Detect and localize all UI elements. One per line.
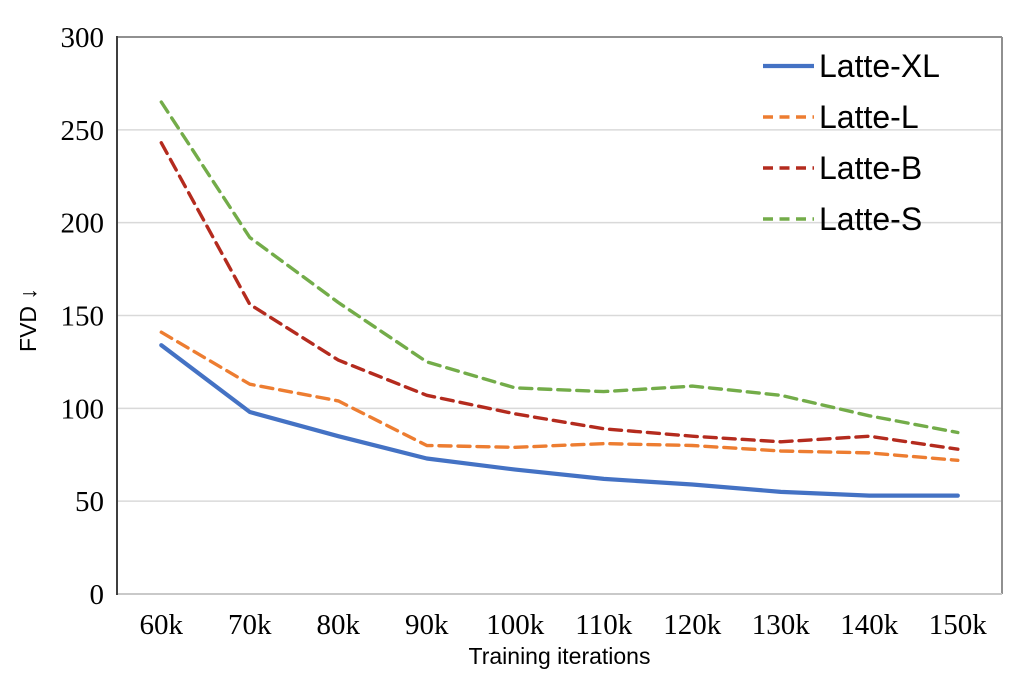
legend-label-latte-b: Latte-B (819, 150, 922, 186)
x-tick-label: 140k (840, 609, 899, 641)
y-tick-label: 50 (75, 486, 104, 518)
legend-label-latte-l: Latte-L (819, 99, 919, 135)
x-axis-title: Training iterations (469, 643, 651, 669)
x-tick-label: 110k (575, 609, 632, 641)
y-tick-label: 100 (61, 393, 105, 425)
y-tick-label: 150 (61, 301, 105, 333)
y-tick-label: 250 (61, 115, 105, 147)
x-tick-label: 90k (405, 609, 449, 641)
y-axis-title: FVD ↓ (15, 288, 41, 352)
x-tick-label: 100k (486, 609, 545, 641)
series-line-latte-s (159, 100, 960, 435)
x-tick-label: 150k (929, 609, 988, 641)
x-tick-label: 60k (140, 609, 184, 641)
x-tick-label: 130k (752, 609, 811, 641)
y-tick-label: 0 (90, 579, 105, 611)
x-tick-label: 120k (663, 609, 722, 641)
series-line-latte-xl (159, 343, 960, 498)
series-line-latte-l (159, 330, 960, 462)
legend-label-latte-xl: Latte-XL (819, 48, 940, 84)
series-line-latte-b (159, 141, 960, 451)
x-tick-label: 70k (228, 609, 272, 641)
y-tick-label: 300 (61, 22, 105, 54)
legend-label-latte-s: Latte-S (819, 201, 922, 237)
x-tick-label: 80k (317, 609, 361, 641)
y-tick-label: 200 (61, 208, 105, 240)
